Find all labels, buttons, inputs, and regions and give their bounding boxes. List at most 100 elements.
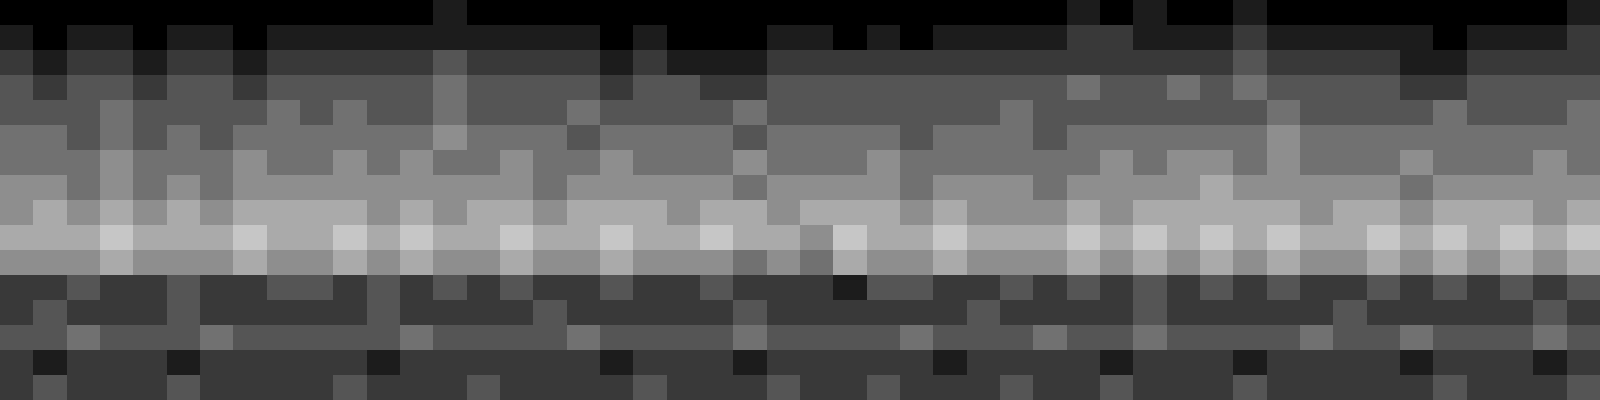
heatmap-cell <box>333 350 367 376</box>
heatmap-cell <box>767 0 801 26</box>
heatmap-cell <box>433 150 467 176</box>
heatmap-cell <box>367 0 401 26</box>
heatmap-cell <box>1100 325 1134 351</box>
heatmap-cell <box>700 300 734 326</box>
heatmap-cell <box>967 275 1001 301</box>
heatmap-cell <box>1067 150 1101 176</box>
heatmap-cell <box>1533 125 1567 151</box>
heatmap-cell <box>33 300 67 326</box>
heatmap-cell <box>33 250 67 276</box>
heatmap-cell <box>1533 150 1567 176</box>
heatmap-cell <box>567 0 601 26</box>
heatmap-cell <box>700 50 734 76</box>
heatmap-cell <box>1067 275 1101 301</box>
heatmap-cell <box>500 0 534 26</box>
heatmap-cell <box>67 0 101 26</box>
heatmap-cell <box>1400 150 1434 176</box>
heatmap-cell <box>1533 0 1567 26</box>
heatmap-cell <box>1367 25 1401 51</box>
heatmap-cell <box>367 325 401 351</box>
heatmap-cell <box>267 75 301 101</box>
heatmap-cell <box>1233 50 1267 76</box>
heatmap-cell <box>1133 25 1167 51</box>
heatmap-cell <box>933 200 967 226</box>
heatmap-cell <box>1133 50 1167 76</box>
heatmap-cell <box>867 0 901 26</box>
heatmap-cell <box>833 100 867 126</box>
heatmap-cell <box>200 300 234 326</box>
heatmap-cell <box>367 75 401 101</box>
heatmap-cell <box>1100 275 1134 301</box>
heatmap-cell <box>200 150 234 176</box>
heatmap-cell <box>800 375 834 400</box>
heatmap-cell <box>300 100 334 126</box>
heatmap-cell <box>1133 150 1167 176</box>
heatmap-cell <box>67 275 101 301</box>
heatmap-cell <box>1133 350 1167 376</box>
heatmap-cell <box>967 25 1001 51</box>
heatmap-cell <box>933 0 967 26</box>
heatmap-cell <box>1167 125 1201 151</box>
heatmap-cell <box>133 75 167 101</box>
heatmap-cell <box>1467 50 1501 76</box>
heatmap-cell <box>300 200 334 226</box>
heatmap-cell <box>233 300 267 326</box>
heatmap-cell <box>667 125 701 151</box>
heatmap-cell <box>200 275 234 301</box>
heatmap-cell <box>1100 150 1134 176</box>
heatmap-cell <box>167 175 201 201</box>
heatmap-cell <box>1433 100 1467 126</box>
heatmap-cell <box>267 150 301 176</box>
heatmap-cell <box>700 200 734 226</box>
heatmap-cell <box>733 325 767 351</box>
heatmap-cell <box>133 350 167 376</box>
heatmap-cell <box>1567 100 1600 126</box>
heatmap-cell <box>133 150 167 176</box>
heatmap-cell <box>1467 75 1501 101</box>
heatmap-cell <box>867 300 901 326</box>
heatmap-cell <box>300 0 334 26</box>
heatmap-cell <box>600 50 634 76</box>
heatmap-cell <box>267 50 301 76</box>
heatmap-cell <box>133 125 167 151</box>
heatmap-cell <box>1000 125 1034 151</box>
heatmap-cell <box>1167 300 1201 326</box>
heatmap-cell <box>1000 250 1034 276</box>
heatmap-cell <box>400 200 434 226</box>
heatmap-cell <box>767 25 801 51</box>
heatmap-cell <box>1300 175 1334 201</box>
heatmap-cell <box>300 225 334 251</box>
heatmap-cell <box>1500 225 1534 251</box>
heatmap-cell <box>67 250 101 276</box>
heatmap-cell <box>667 0 701 26</box>
heatmap-cell <box>667 200 701 226</box>
heatmap-cell <box>300 50 334 76</box>
heatmap-cell <box>1200 200 1234 226</box>
heatmap-cell <box>0 375 34 400</box>
heatmap-cell <box>1233 125 1267 151</box>
heatmap-cell <box>167 350 201 376</box>
heatmap-cell <box>567 100 601 126</box>
heatmap-cell <box>1500 125 1534 151</box>
heatmap-cell <box>867 325 901 351</box>
heatmap-cell <box>833 125 867 151</box>
heatmap-cell <box>267 25 301 51</box>
heatmap-cell <box>1300 225 1334 251</box>
heatmap-cell <box>900 100 934 126</box>
heatmap-cell <box>1400 250 1434 276</box>
heatmap-cell <box>933 125 967 151</box>
heatmap-cell <box>100 300 134 326</box>
heatmap-cell <box>1267 0 1301 26</box>
heatmap-cell <box>900 125 934 151</box>
heatmap-cell <box>1100 125 1134 151</box>
heatmap-cell <box>1533 50 1567 76</box>
heatmap-cell <box>0 250 34 276</box>
heatmap-cell <box>533 250 567 276</box>
heatmap-cell <box>1067 225 1101 251</box>
heatmap-cell <box>500 250 534 276</box>
heatmap-cell <box>733 375 767 400</box>
heatmap-cell <box>467 100 501 126</box>
heatmap-cell <box>900 150 934 176</box>
heatmap-cell <box>267 375 301 400</box>
heatmap-cell <box>367 250 401 276</box>
